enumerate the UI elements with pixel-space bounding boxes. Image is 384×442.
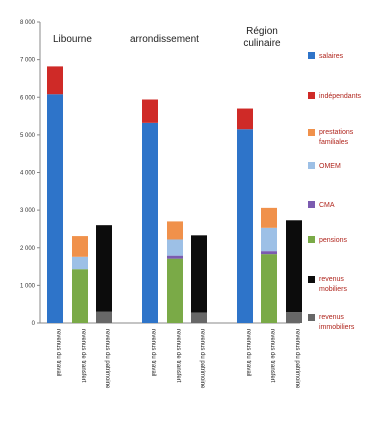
y-tick-label: 0 <box>32 321 36 327</box>
bar-segment-pensions <box>72 269 88 323</box>
category-label: revenus du patrimoine <box>199 329 205 389</box>
bar-segment-independants <box>237 108 253 130</box>
bar-segment-salaires <box>47 94 63 324</box>
y-tick-label: 3 000 <box>20 208 36 214</box>
group-title: Libourne <box>53 34 92 45</box>
bar-segment-revenus-mobiliers <box>286 220 302 313</box>
legend-swatch-omem <box>308 162 315 169</box>
bar-segment-cma <box>261 251 277 255</box>
category-label: revenus de transfert <box>80 329 86 383</box>
category-label: revenus de transfert <box>175 329 181 383</box>
category-label: revenus de transfert <box>269 329 275 383</box>
bar-segment-independants <box>47 66 63 95</box>
legend-swatch-salaires <box>308 52 315 59</box>
category-label: revenus du travail <box>55 329 61 376</box>
bar-segment-salaires <box>142 122 158 324</box>
bar-segment-revenus-immobiliers <box>191 312 207 323</box>
legend-label: prestations <box>319 129 354 136</box>
bar-segment-omem <box>261 227 277 252</box>
bar-segment-independants <box>142 99 158 123</box>
bar-segment-omem <box>72 256 88 270</box>
legend-label: indépendants <box>319 93 362 100</box>
bar-segment-prestations-familiales <box>261 207 277 228</box>
group-title: Région <box>246 26 278 37</box>
y-tick-label: 7 000 <box>20 58 36 64</box>
legend-label: immobiliers <box>319 324 355 331</box>
group-title: arrondissement <box>130 34 199 45</box>
bar-segment-revenus-immobiliers <box>286 312 302 323</box>
bar-segment-revenus-mobiliers <box>96 225 112 312</box>
legend-swatch-pensions <box>308 236 315 243</box>
legend-swatch-independants <box>308 92 315 99</box>
category-label: revenus du travail <box>150 329 156 376</box>
legend-label: CMA <box>319 202 335 209</box>
y-tick-label: 6 000 <box>20 95 36 101</box>
legend-label: revenus <box>319 314 344 321</box>
y-tick-label: 4 000 <box>20 171 36 177</box>
legend-label: salaires <box>319 53 344 60</box>
bar-segment-prestations-familiales <box>167 221 183 240</box>
bar-segment-revenus-immobiliers <box>96 311 112 323</box>
legend-swatch-revenus-immobiliers <box>308 314 315 321</box>
legend-swatch-revenus-mobiliers <box>308 276 315 283</box>
bar-segment-omem <box>167 239 183 256</box>
bar-segment-prestations-familiales <box>72 236 88 257</box>
group-title: culinaire <box>243 38 281 49</box>
category-label: revenus du patrimoine <box>294 329 300 389</box>
category-label: revenus du patrimoine <box>104 329 110 389</box>
bar-segment-revenus-mobiliers <box>191 235 207 313</box>
legend-label: mobiliers <box>319 286 348 293</box>
y-tick-label: 1 000 <box>20 283 36 289</box>
legend-label: OMEM <box>319 163 341 170</box>
legend-swatch-cma <box>308 201 315 208</box>
bar-segment-pensions <box>167 258 183 323</box>
legend-label: pensions <box>319 237 348 244</box>
legend-label: revenus <box>319 276 344 283</box>
bar-segment-cma <box>167 255 183 259</box>
legend-swatch-prestations-familiales <box>308 129 315 136</box>
bar-segment-pensions <box>261 254 277 323</box>
legend-label: familiales <box>319 139 349 146</box>
y-tick-label: 5 000 <box>20 133 36 139</box>
y-tick-label: 2 000 <box>20 246 36 252</box>
category-label: revenus du travail <box>245 329 251 376</box>
y-tick-label: 8 000 <box>20 20 36 26</box>
bar-segment-salaires <box>237 129 253 323</box>
